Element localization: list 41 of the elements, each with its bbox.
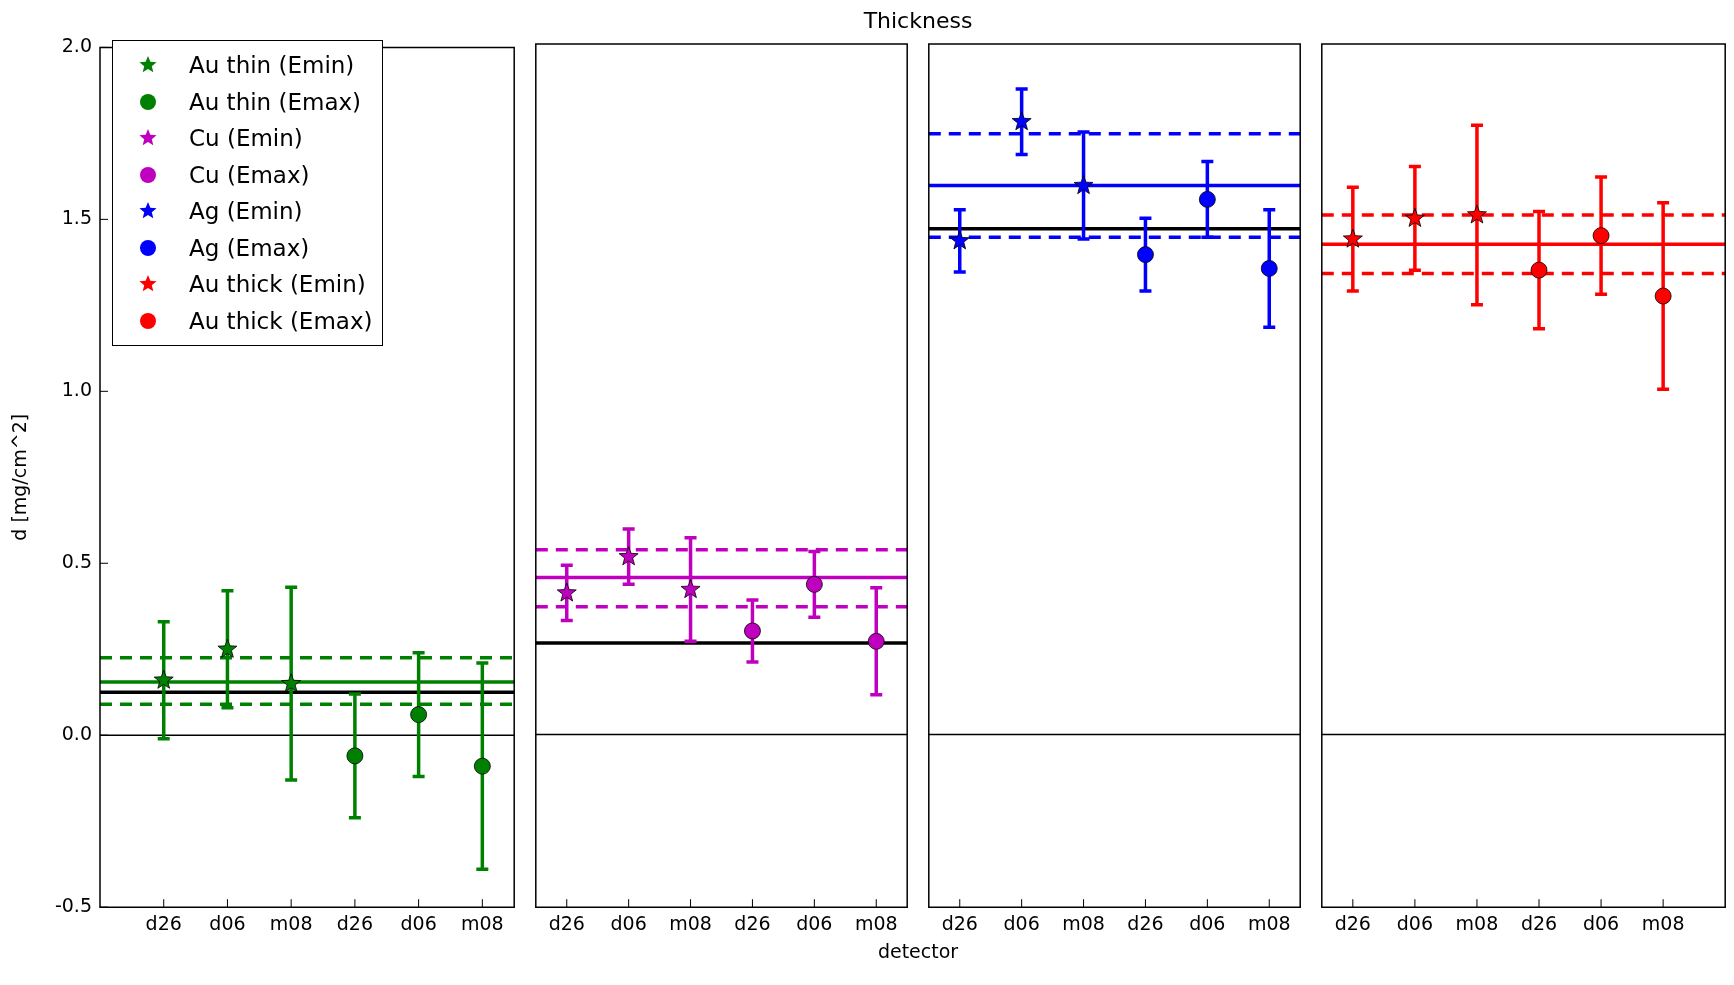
x-tick-label: d26 [734, 911, 771, 934]
x-tick-label: m08 [854, 911, 898, 934]
y-tick-label: 0.5 [61, 550, 92, 573]
x-tick-label: d26 [1520, 911, 1558, 934]
legend-label: Cu (Emin) [189, 125, 303, 152]
legend-label: Au thick (Emin) [189, 271, 366, 298]
x-tick-label: d06 [796, 911, 833, 934]
legend-label: Cu (Emax) [189, 161, 310, 188]
x-tick-label: d26 [336, 911, 374, 934]
x-tick-label: d26 [941, 911, 978, 934]
x-tick-label: d26 [548, 911, 585, 934]
x-tick-label: m08 [669, 911, 712, 934]
x-tick-label: d06 [1003, 911, 1040, 934]
y-tick-label: 1.0 [61, 378, 92, 401]
legend-label: Au thick (Emax) [189, 307, 373, 334]
x-tick-label: m08 [1062, 911, 1105, 934]
x-axis-title: detector [876, 940, 960, 962]
x-tick-label: d06 [1189, 911, 1226, 934]
legend-label: Au thin (Emin) [189, 52, 355, 79]
x-tick-label: m08 [1455, 911, 1499, 934]
x-tick-label: d06 [1396, 911, 1434, 934]
x-tick-label: d06 [400, 911, 437, 934]
x-tick-label: m08 [1641, 911, 1685, 934]
x-tick-label: m08 [269, 911, 313, 934]
x-tick-label: d06 [610, 911, 647, 934]
legend-label: Ag (Emax) [189, 234, 310, 261]
y-tick-label: 1.5 [61, 206, 92, 229]
y-tick-label: 0.0 [61, 722, 92, 745]
x-tick-label: d06 [209, 911, 246, 934]
x-tick-label: d26 [1334, 911, 1371, 934]
chart-title: Thickness [862, 8, 974, 33]
y-axis-title: d [mg/cm^2] [8, 413, 31, 541]
x-tick-label: d26 [1127, 911, 1164, 934]
y-tick-label: -0.5 [54, 894, 92, 917]
y-tick-label: 2.0 [61, 34, 92, 57]
x-tick-label: m08 [460, 911, 504, 934]
legend-label: Au thin (Emax) [189, 88, 362, 115]
x-tick-label: m08 [1247, 911, 1291, 934]
x-tick-label: d26 [145, 911, 182, 934]
legend-label: Ag (Emin) [189, 198, 303, 225]
x-tick-label: d06 [1582, 911, 1620, 934]
